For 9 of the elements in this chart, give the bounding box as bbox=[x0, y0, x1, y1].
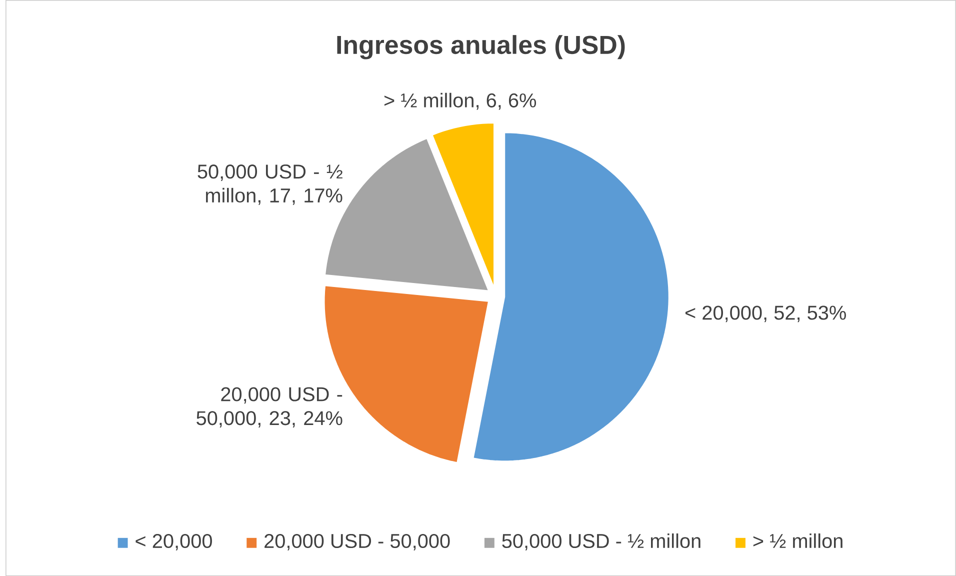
legend-label: 50,000 USD - ½ millon bbox=[502, 533, 700, 550]
legend-label: 20,000 USD - 50,000 bbox=[264, 534, 450, 550]
legend-label: < 20,000 bbox=[136, 534, 212, 550]
legend-label: > ½ millon bbox=[753, 533, 842, 548]
data-label: > ½ millon, 6, 6% bbox=[384, 92, 536, 110]
data-label: 50,000 USD - ½ millon, 17, 17% bbox=[198, 164, 342, 205]
data-label: 20,000 USD - 50,000, 23, 24% bbox=[196, 387, 342, 428]
chart-title: Ingresos anuales (USD) bbox=[337, 34, 625, 60]
data-label: < 20,000, 52, 53% bbox=[685, 306, 846, 322]
